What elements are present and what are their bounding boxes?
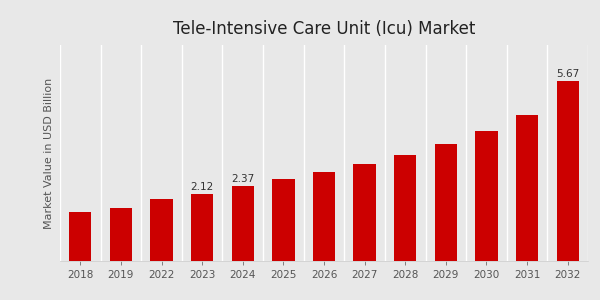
Bar: [232, 186, 254, 261]
Text: 2.37: 2.37: [231, 174, 254, 184]
Bar: [557, 81, 579, 261]
Bar: [516, 115, 538, 261]
Bar: [272, 179, 295, 261]
Bar: [313, 172, 335, 261]
Bar: [151, 199, 173, 261]
Bar: [475, 131, 497, 261]
Text: 5.67: 5.67: [556, 69, 580, 80]
Bar: [434, 143, 457, 261]
Bar: [191, 194, 214, 261]
Bar: [394, 155, 416, 261]
Y-axis label: Market Value in USD Billion: Market Value in USD Billion: [44, 77, 55, 229]
Bar: [69, 212, 91, 261]
Text: 2.12: 2.12: [191, 182, 214, 192]
Bar: [110, 208, 132, 261]
Bar: [353, 164, 376, 261]
Title: Tele-Intensive Care Unit (Icu) Market: Tele-Intensive Care Unit (Icu) Market: [173, 20, 475, 38]
